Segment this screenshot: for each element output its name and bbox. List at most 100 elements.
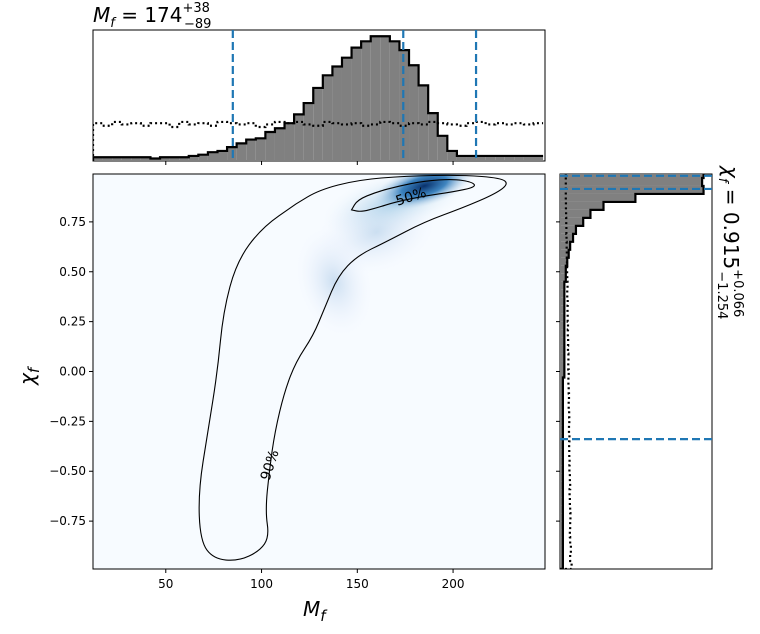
x-axis-label: Mf	[303, 597, 328, 625]
right-posterior-outline	[560, 174, 705, 569]
top-posterior-bar	[476, 155, 486, 161]
main-ytick-label: −0.50	[49, 464, 86, 478]
right-posterior-bar	[560, 537, 563, 546]
top-posterior-bar	[188, 155, 199, 161]
right-posterior-bar	[560, 289, 565, 298]
top-posterior-bar	[409, 65, 419, 161]
top-posterior-bar	[150, 158, 161, 161]
y-axis-label: χf	[15, 365, 43, 386]
right-posterior-bar	[560, 281, 565, 290]
top-posterior-bar	[361, 41, 371, 161]
top-posterior-bar	[160, 157, 170, 161]
right-posterior-bar	[560, 457, 563, 466]
top-posterior-bar	[303, 103, 314, 161]
top-histogram-panel: Mf = 174+38 −89	[92, 1, 546, 165]
right-posterior-bar	[560, 409, 563, 418]
top-posterior-bar	[131, 157, 141, 161]
main-density-panel: 50%90% 50 100 150 200 0.750.500.250.00−0.25…	[15, 173, 546, 625]
right-posterior-bar	[560, 321, 565, 330]
top-posterior-bar	[523, 155, 534, 161]
top-posterior-bar	[294, 114, 304, 161]
top-posterior-bar	[207, 152, 218, 161]
density-tail	[296, 227, 373, 336]
right-posterior-bar	[560, 497, 563, 506]
top-posterior-bar	[140, 157, 151, 161]
top-posterior-bar	[179, 157, 189, 161]
top-posterior-bar	[418, 85, 429, 161]
right-title-minus: −1.254	[714, 271, 729, 319]
right-title-plus: +0.066	[730, 269, 745, 317]
right-posterior-bar	[560, 177, 703, 186]
top-posterior-bar	[447, 150, 457, 161]
right-posterior-bar	[560, 425, 563, 434]
right-posterior-bar	[560, 465, 563, 474]
main-ytick-label: 0.75	[59, 215, 86, 229]
right-posterior-bar	[560, 401, 563, 410]
top-title-value: 174	[144, 3, 182, 27]
top-posterior-bar	[466, 155, 477, 161]
top-title-minus: −89	[184, 17, 211, 32]
right-axes-frame	[559, 173, 713, 570]
main-xtick-label: 50	[158, 577, 173, 591]
right-posterior-bar	[560, 449, 563, 458]
right-posterior-bar	[560, 193, 636, 202]
top-posterior-bar	[389, 41, 400, 161]
main-xtick-label: 100	[250, 577, 273, 591]
right-posterior-bar	[560, 297, 565, 306]
top-posterior-bar	[504, 155, 515, 161]
right-posterior-bar	[560, 305, 565, 314]
top-posterior-bar	[370, 36, 381, 161]
right-posterior-bar	[560, 185, 704, 194]
right-posterior-bar	[560, 529, 563, 538]
top-title-plus: +38	[183, 1, 210, 16]
top-posterior-bar	[380, 36, 390, 161]
top-posterior-bar	[351, 47, 362, 161]
top-posterior-bar	[274, 128, 285, 161]
top-title: Mf = 174+38 −89	[93, 1, 211, 32]
top-posterior-bar	[284, 123, 295, 161]
top-posterior-bar	[322, 75, 333, 161]
top-prior-outline	[93, 120, 544, 161]
right-posterior-bar	[560, 241, 571, 250]
top-posterior-bar	[514, 155, 524, 161]
right-posterior-bar	[560, 521, 563, 530]
top-posterior-bar	[428, 113, 438, 161]
right-posterior-bar	[560, 225, 576, 234]
right-posterior-bar	[560, 441, 563, 450]
right-posterior-bar	[560, 329, 565, 338]
main-ytick-label: 0.25	[59, 315, 86, 329]
main-ytick-label: −0.25	[49, 414, 86, 428]
top-posterior-bar	[456, 155, 467, 161]
top-posterior-bar	[265, 132, 275, 161]
top-posterior-bar	[198, 154, 208, 161]
right-posterior-bar	[560, 201, 604, 210]
right-posterior-bar	[560, 513, 563, 522]
top-posterior-bar	[112, 157, 122, 161]
right-posterior-bar	[560, 345, 565, 354]
contour-90	[198, 174, 507, 561]
top-posterior-bar	[313, 87, 323, 161]
right-posterior-bar	[560, 393, 563, 402]
right-posterior-bar	[560, 361, 565, 370]
right-posterior-bar	[560, 561, 563, 569]
right-posterior-bar	[560, 249, 569, 258]
top-posterior-bar	[533, 155, 544, 161]
right-posterior-bar	[560, 257, 568, 266]
right-posterior-bar	[560, 385, 563, 394]
main-ytick-label: 0.00	[59, 365, 86, 379]
top-posterior-bar	[93, 157, 103, 161]
top-posterior-bar	[121, 157, 132, 161]
top-posterior-bar	[485, 155, 496, 161]
right-posterior-bar	[560, 273, 566, 282]
main-ytick-label: 0.50	[59, 265, 86, 279]
right-title: χf = 0.915+0.066−1.254	[714, 165, 745, 319]
top-posterior-bar	[236, 143, 247, 161]
top-posterior-bar	[102, 157, 113, 161]
top-posterior-bar	[246, 139, 256, 161]
right-posterior-bar	[560, 505, 563, 514]
top-posterior-bar	[332, 66, 342, 161]
right-posterior-bar	[560, 174, 704, 178]
right-posterior-bar	[560, 473, 563, 482]
right-posterior-bar	[560, 369, 565, 378]
